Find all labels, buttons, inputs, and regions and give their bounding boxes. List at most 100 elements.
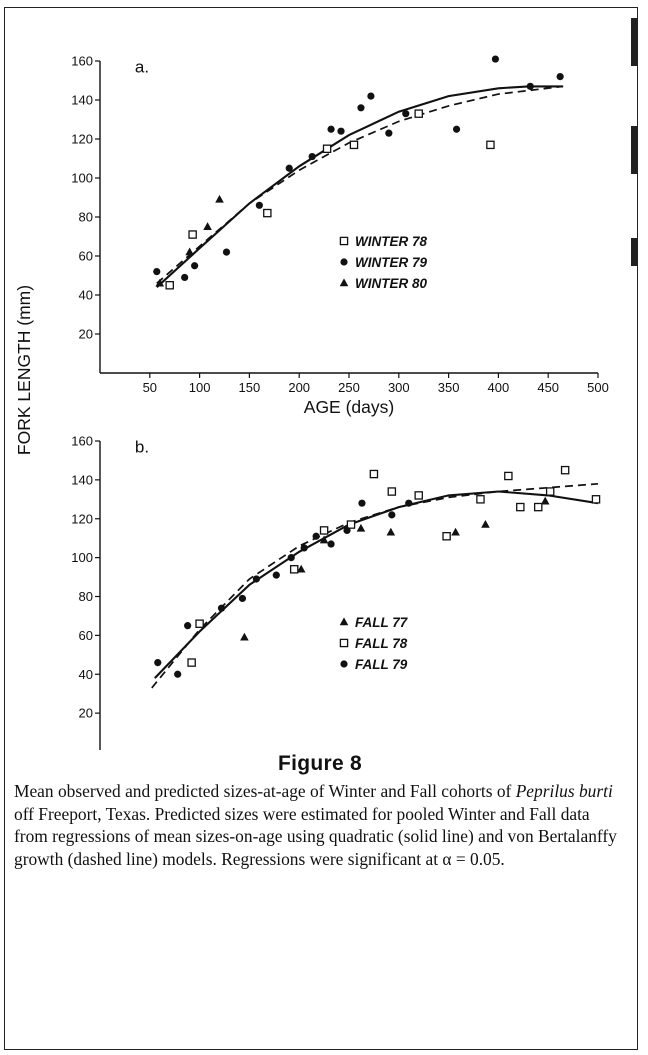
data-point bbox=[476, 495, 485, 504]
data-point bbox=[388, 511, 396, 519]
data-point bbox=[486, 140, 495, 150]
data-point bbox=[367, 92, 375, 100]
data-point bbox=[540, 496, 550, 505]
data-point bbox=[322, 144, 332, 153]
quadratic-fit-line bbox=[156, 85, 564, 288]
data-point bbox=[349, 140, 359, 150]
y-tick-label: 80 bbox=[79, 589, 93, 604]
legend-label: WINTER 80 bbox=[355, 276, 428, 291]
y-tick-label: 40 bbox=[79, 288, 93, 303]
data-point bbox=[327, 125, 335, 133]
data-point bbox=[533, 502, 543, 512]
x-axis-label: AGE (days) bbox=[304, 397, 394, 417]
y-tick-label: 40 bbox=[79, 667, 93, 682]
x-tick-label: 150 bbox=[239, 380, 261, 395]
data-point bbox=[369, 469, 379, 479]
y-tick-label: 100 bbox=[71, 171, 93, 186]
x-tick-label: 400 bbox=[488, 380, 510, 395]
y-tick-label: 160 bbox=[71, 54, 93, 69]
legend-label: WINTER 79 bbox=[355, 255, 428, 270]
von-bertalanffy-fit-line bbox=[156, 85, 564, 284]
legend-marker bbox=[339, 278, 349, 287]
data-point bbox=[217, 604, 226, 612]
legend-label: FALL 77 bbox=[355, 615, 409, 630]
data-point bbox=[155, 278, 165, 287]
data-point bbox=[289, 565, 299, 574]
data-point bbox=[181, 273, 189, 282]
figure-caption: Figure 8 Mean observed and predicted siz… bbox=[14, 752, 626, 870]
edge-mark bbox=[631, 126, 637, 174]
data-point bbox=[272, 571, 280, 579]
data-point bbox=[312, 532, 320, 540]
data-point bbox=[263, 208, 272, 218]
data-point bbox=[154, 658, 162, 667]
data-point bbox=[481, 519, 490, 528]
data-point bbox=[545, 487, 555, 496]
legend-marker bbox=[339, 236, 349, 246]
panel-label: b. bbox=[135, 438, 149, 457]
data-point bbox=[285, 164, 293, 172]
x-tick-label: 50 bbox=[143, 380, 157, 395]
data-point bbox=[184, 622, 192, 630]
y-axis-label: FORK LENGTH (mm) bbox=[14, 285, 34, 455]
data-point bbox=[337, 127, 345, 135]
species-name: Peprilus burti bbox=[515, 781, 613, 801]
data-point bbox=[591, 495, 601, 504]
y-tick-label: 120 bbox=[71, 511, 93, 526]
legend-label: WINTER 78 bbox=[355, 234, 428, 249]
data-point bbox=[357, 104, 365, 112]
von-bertalanffy-fit-line bbox=[151, 482, 599, 689]
data-point bbox=[346, 520, 356, 529]
data-point bbox=[188, 230, 197, 239]
y-tick-label: 140 bbox=[71, 472, 93, 487]
data-point bbox=[187, 658, 196, 667]
edge-mark bbox=[631, 18, 637, 66]
data-point bbox=[356, 523, 366, 532]
data-point bbox=[287, 554, 295, 562]
data-point bbox=[252, 575, 260, 583]
figure-title: Figure 8 bbox=[277, 752, 363, 775]
data-point bbox=[491, 55, 500, 63]
data-point bbox=[300, 544, 308, 552]
legend-marker bbox=[339, 638, 349, 648]
data-point bbox=[215, 194, 224, 203]
data-point bbox=[319, 526, 329, 535]
data-point bbox=[451, 527, 460, 536]
chart-panel-b: 2040608010012014016050100150200250300350… bbox=[71, 434, 601, 750]
data-point bbox=[516, 502, 525, 512]
caption-text-part: off Freeport, Texas. Predicted sizes wer… bbox=[14, 803, 617, 869]
data-point bbox=[203, 222, 212, 230]
panel-label: a. bbox=[135, 58, 149, 77]
data-point bbox=[560, 465, 570, 475]
data-point bbox=[153, 268, 161, 276]
legend-label: FALL 78 bbox=[355, 636, 408, 651]
legend-marker bbox=[340, 258, 348, 266]
data-point bbox=[165, 280, 174, 290]
edge-mark bbox=[631, 238, 637, 266]
chart-panel-a: 20 40 60 80 100 120 140 160 50 100 150 200 250 300 350… bbox=[71, 54, 609, 418]
caption-text: Mean observed and predicted sizes-at-age… bbox=[14, 780, 626, 870]
data-point bbox=[414, 109, 423, 118]
x-tick-label: 100 bbox=[189, 380, 211, 395]
caption-text-part: Mean observed and predicted sizes-at-age… bbox=[14, 781, 516, 801]
data-point bbox=[174, 670, 182, 678]
data-point bbox=[319, 535, 329, 544]
figure-plots: FORK LENGTH (mm) 20 40 60 80 100 120 140 160 50 1… bbox=[14, 54, 609, 750]
x-tick-label: 450 bbox=[537, 380, 559, 395]
data-point bbox=[343, 526, 351, 535]
y-tick-label: 120 bbox=[71, 132, 93, 147]
legend-marker bbox=[340, 660, 348, 668]
data-point bbox=[238, 594, 247, 603]
y-tick-label: 80 bbox=[79, 210, 93, 225]
y-tick-label: 100 bbox=[71, 550, 93, 565]
data-point bbox=[195, 619, 204, 628]
x-tick-label: 500 bbox=[587, 380, 609, 395]
data-point bbox=[556, 73, 564, 81]
data-point bbox=[296, 564, 306, 573]
x-tick-label: 350 bbox=[438, 380, 460, 395]
y-tick-label: 160 bbox=[71, 434, 93, 449]
x-tick-label: 200 bbox=[288, 380, 310, 395]
x-tick-label: 250 bbox=[338, 380, 360, 395]
data-point bbox=[504, 471, 513, 481]
data-point bbox=[405, 499, 413, 507]
